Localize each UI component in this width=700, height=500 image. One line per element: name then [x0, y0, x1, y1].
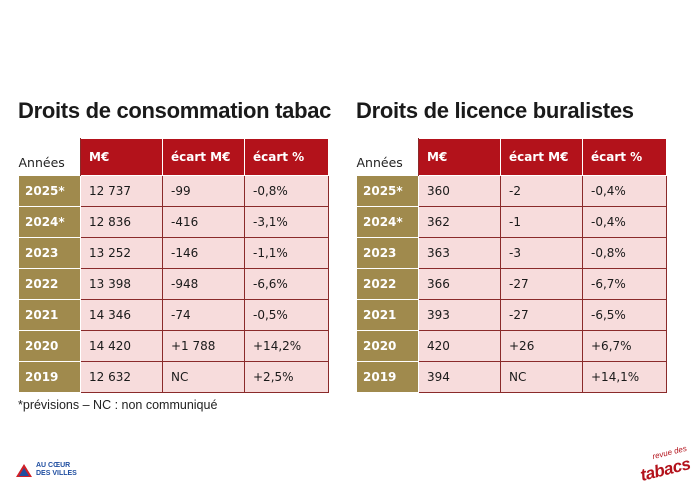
table-row: 2023 363 -3 -0,8% [356, 236, 667, 269]
license-duties-panel: Droits de licence buralistes Années M€ é… [356, 98, 667, 393]
table-row: 2021 393 -27 -6,5% [356, 298, 667, 331]
cell-ecart-me: NC [162, 360, 245, 393]
cell-ecart-me: -146 [162, 236, 245, 269]
consumption-duties-table: Années M€ écart M€ écart % 2025* 12 737 … [18, 138, 329, 393]
panel-title: Droits de licence buralistes [356, 98, 634, 123]
table-row: 2024* 362 -1 -0,4% [356, 205, 667, 238]
revue-des-tabacs-logo: revue des tabacs [638, 444, 692, 488]
cell-me: 12 632 [80, 360, 163, 393]
cell-ecart-me: -27 [500, 298, 583, 331]
cell-ecart-me: -1 [500, 205, 583, 238]
cell-year: 2019 [356, 360, 419, 393]
header-ecart-me: écart M€ [500, 138, 583, 176]
cell-year: 2022 [18, 267, 81, 300]
cell-year: 2025* [356, 174, 419, 207]
header-me: M€ [418, 138, 501, 176]
cell-year: 2024* [356, 205, 419, 238]
au-coeur-des-villes-logo: AU CŒUR DES VILLES [16, 462, 77, 478]
table-row: 2020 14 420 +1 788 +14,2% [18, 329, 329, 362]
cell-ecart-me: -3 [500, 236, 583, 269]
cell-me: 363 [418, 236, 501, 269]
logo-left-line1: AU CŒUR [36, 462, 71, 469]
cell-ecart-me: +1 788 [162, 329, 245, 362]
cell-year: 2025* [18, 174, 81, 207]
cell-ecart-pct: -6,7% [582, 267, 667, 300]
cell-me: 12 836 [80, 205, 163, 238]
table-row: 2024* 12 836 -416 -3,1% [18, 205, 329, 238]
header-ecart-pct: écart % [244, 138, 329, 176]
cell-ecart-me: -2 [500, 174, 583, 207]
cell-ecart-pct: -0,8% [244, 174, 329, 207]
cell-ecart-pct: +2,5% [244, 360, 329, 393]
cell-ecart-pct: -0,4% [582, 174, 667, 207]
cell-ecart-pct: +6,7% [582, 329, 667, 362]
cell-year: 2020 [356, 329, 419, 362]
table-row: 2020 420 +26 +6,7% [356, 329, 667, 362]
cell-me: 420 [418, 329, 501, 362]
header-years: Années [18, 138, 81, 175]
cell-ecart-me: -74 [162, 298, 245, 331]
cell-year: 2023 [356, 236, 419, 269]
cell-ecart-pct: -6,6% [244, 267, 329, 300]
cell-me: 12 737 [80, 174, 163, 207]
cell-year: 2022 [356, 267, 419, 300]
cell-me: 362 [418, 205, 501, 238]
cell-ecart-pct: +14,1% [582, 360, 667, 393]
table-header-row: Années M€ écart M€ écart % [356, 138, 667, 176]
panel-title: Droits de consommation tabac [18, 98, 332, 123]
cell-year: 2021 [356, 298, 419, 331]
cell-year: 2019 [18, 360, 81, 393]
consumption-duties-panel: Droits de consommation tabac Années M€ é… [18, 98, 332, 393]
cell-ecart-pct: -0,4% [582, 205, 667, 238]
header-ecart-pct: écart % [582, 138, 667, 176]
table-row: 2023 13 252 -146 -1,1% [18, 236, 329, 269]
table-row: 2025* 360 -2 -0,4% [356, 174, 667, 207]
cell-year: 2021 [18, 298, 81, 331]
table-header-row: Années M€ écart M€ écart % [18, 138, 329, 176]
table-row: 2021 14 346 -74 -0,5% [18, 298, 329, 331]
cell-me: 14 346 [80, 298, 163, 331]
cell-ecart-me: -27 [500, 267, 583, 300]
header-me: M€ [80, 138, 163, 176]
cell-year: 2023 [18, 236, 81, 269]
cell-me: 360 [418, 174, 501, 207]
cell-ecart-me: +26 [500, 329, 583, 362]
cell-me: 14 420 [80, 329, 163, 362]
cell-me: 13 252 [80, 236, 163, 269]
house-icon [16, 462, 32, 478]
cell-ecart-pct: -0,5% [244, 298, 329, 331]
cell-me: 366 [418, 267, 501, 300]
table-row: 2022 13 398 -948 -6,6% [18, 267, 329, 300]
cell-ecart-pct: +14,2% [244, 329, 329, 362]
cell-year: 2024* [18, 205, 81, 238]
header-years: Années [356, 138, 419, 175]
cell-ecart-me: -416 [162, 205, 245, 238]
table-row: 2019 12 632 NC +2,5% [18, 360, 329, 393]
table-row: 2025* 12 737 -99 -0,8% [18, 174, 329, 207]
cell-ecart-pct: -6,5% [582, 298, 667, 331]
cell-ecart-me: -948 [162, 267, 245, 300]
license-duties-table: Années M€ écart M€ écart % 2025* 360 -2 … [356, 138, 667, 393]
cell-me: 393 [418, 298, 501, 331]
cell-ecart-pct: -1,1% [244, 236, 329, 269]
footnote: *prévisions – NC : non communiqué [18, 398, 218, 412]
cell-me: 13 398 [80, 267, 163, 300]
cell-me: 394 [418, 360, 501, 393]
cell-year: 2020 [18, 329, 81, 362]
cell-ecart-pct: -0,8% [582, 236, 667, 269]
logo-left-line2: DES VILLES [36, 470, 77, 477]
table-row: 2022 366 -27 -6,7% [356, 267, 667, 300]
cell-ecart-me: -99 [162, 174, 245, 207]
table-row: 2019 394 NC +14,1% [356, 360, 667, 393]
cell-ecart-pct: -3,1% [244, 205, 329, 238]
cell-ecart-me: NC [500, 360, 583, 393]
header-ecart-me: écart M€ [162, 138, 245, 176]
logo-right-big: tabacs [638, 454, 693, 485]
